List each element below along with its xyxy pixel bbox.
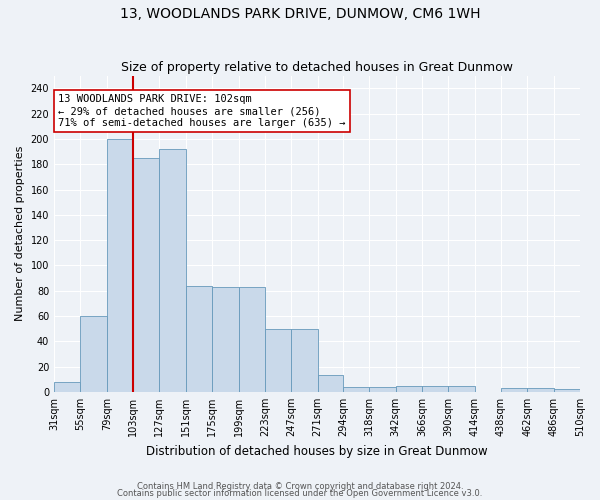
Bar (107, 139, 133, 392)
Bar (501, 388, 527, 392)
Bar (317, 376, 343, 392)
Bar (448, 386, 475, 392)
Text: Contains HM Land Registry data © Crown copyright and database right 2024.: Contains HM Land Registry data © Crown c… (137, 482, 463, 491)
Bar (343, 387, 369, 392)
Bar (527, 388, 554, 392)
Bar (133, 158, 160, 392)
Bar (80, 316, 107, 392)
Text: 13, WOODLANDS PARK DRIVE, DUNMOW, CM6 1WH: 13, WOODLANDS PARK DRIVE, DUNMOW, CM6 1W… (120, 8, 480, 22)
X-axis label: Distribution of detached houses by size in Great Dunmow: Distribution of detached houses by size … (146, 444, 488, 458)
Bar (186, 286, 212, 392)
Bar (160, 149, 186, 392)
Bar (54, 382, 80, 392)
Bar (291, 328, 317, 392)
Bar (554, 390, 580, 392)
Bar (239, 287, 265, 392)
Y-axis label: Number of detached properties: Number of detached properties (15, 146, 25, 322)
Bar (395, 386, 422, 392)
Bar (422, 386, 448, 392)
Bar (265, 328, 291, 392)
Text: 13 WOODLANDS PARK DRIVE: 102sqm
← 29% of detached houses are smaller (256)
71% o: 13 WOODLANDS PARK DRIVE: 102sqm ← 29% of… (58, 94, 346, 128)
Bar (212, 287, 239, 392)
Bar (369, 387, 395, 392)
Title: Size of property relative to detached houses in Great Dunmow: Size of property relative to detached ho… (121, 62, 513, 74)
Text: Contains public sector information licensed under the Open Government Licence v3: Contains public sector information licen… (118, 490, 482, 498)
